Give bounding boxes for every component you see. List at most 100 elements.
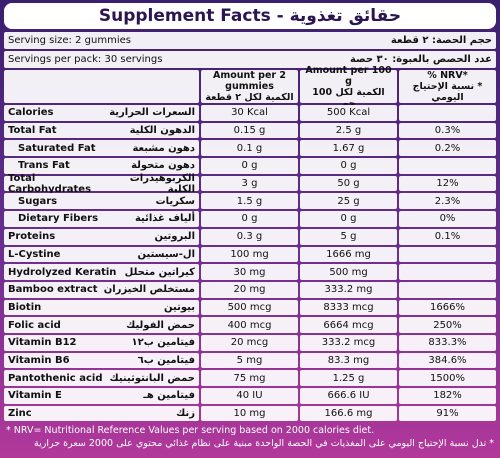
column-header-en: % NRV* [427, 70, 468, 81]
amount-cell: 1500% [399, 370, 496, 386]
amount-cell: 1.67 g [300, 140, 397, 157]
nutrient-name: Zinc زنك [4, 405, 199, 422]
amount: 20 mg [233, 284, 266, 296]
nutrient-ar: كيراتين متحلل [124, 266, 195, 278]
amount: 6664 mcg [323, 319, 374, 331]
nutrient-en: Vitamin E [8, 390, 62, 402]
amount-cell: 1666 mg [300, 246, 397, 263]
nutrient-en: Folic acid [8, 319, 61, 331]
amount-cell: 0.1 g [201, 140, 298, 157]
nutrient-row: L-Cystine ال-سيستين 100 mg 1666 mg [4, 246, 496, 263]
amount-cell: 0.3% [399, 122, 496, 139]
nutrient-name: Proteins البروتين [4, 228, 199, 245]
nutrient-ar: السعرات الحرارية [109, 107, 195, 119]
amount-cell: 666.6 IU [300, 388, 397, 404]
amount-cell: 500 mcg [201, 299, 298, 316]
nutrient-en: Hydrolyzed Keratin [8, 266, 117, 278]
amount: 1.25 g [332, 372, 365, 384]
amount-cell: 1666% [399, 299, 496, 316]
amount-cell [399, 264, 496, 280]
amount: 500 mg [329, 266, 368, 278]
nutrient-ar: حمض البانتوثينيك [109, 372, 195, 384]
amount-cell [399, 105, 496, 121]
nutrient-en: Vitamin B12 [8, 337, 77, 349]
nutrient-name: Total Fat الدهون الكلية [4, 122, 199, 139]
amount-cell: 0.2% [399, 140, 496, 157]
amount: 1.5 g [236, 195, 263, 207]
amount-cell: 75 mg [201, 370, 298, 386]
amount: 40 IU [236, 390, 263, 402]
column-header-ar: * نسبة الإحتياج اليومي [412, 81, 483, 103]
nutrient-name: Folic acid حمض الفوليك [4, 317, 199, 333]
amount-cell [399, 158, 496, 174]
nutrient-ar: ال-سيستين [137, 248, 195, 260]
serving-size: Serving size: 2 gummies حجم الحصة: ٢ قطعة [4, 32, 496, 49]
nutrient-en: Pantothenic acid [8, 372, 103, 384]
amount-cell: 0 g [201, 158, 298, 174]
nutrient-en: Vitamin B6 [8, 354, 70, 366]
footer-en: * NRV= Nutritional Reference Values per … [6, 425, 375, 437]
amount: 0 g [340, 160, 357, 172]
amount-cell: 333.2 mg [300, 281, 397, 298]
title: Supplement Facts - حقائق تغذوية [4, 3, 496, 29]
amount: 83.3 mg [327, 354, 370, 366]
column-header-ar: الكمية لكل 100 جم [312, 86, 385, 109]
nutrient-ar: فيتامين هـ [143, 390, 195, 402]
amount-cell: 0 g [300, 211, 397, 227]
nutrient-row: Saturated Fat دهون مشبعة 0.1 g 1.67 g 0.2% [4, 140, 496, 157]
nutrient-row: Biotin بيوتين 500 mcg 8333 mcg 1666% [4, 299, 496, 316]
column-header: % NRV* * نسبة الإحتياج اليومي [399, 70, 496, 103]
footer: * NRV= Nutritional Reference Values per … [4, 424, 496, 450]
amount: 2.5 g [335, 125, 362, 137]
amount-cell: 3 g [201, 175, 298, 192]
amount-cell: 250% [399, 317, 496, 333]
nutrient-ar: البروتين [154, 231, 195, 243]
amount-cell [399, 246, 496, 263]
nutrient-ar: ألياف غذائية [134, 213, 195, 225]
amount: 0.2% [434, 142, 461, 154]
amount-cell: 50 g [300, 175, 397, 192]
amount-cell: 0 g [300, 158, 397, 174]
column-header: Amount per 100 g الكمية لكل 100 جم [300, 65, 397, 109]
amount: 0.3 g [236, 231, 263, 243]
nutrient-row: Trans Fat دهون متحولة 0 g 0 g [4, 158, 496, 174]
amount: 384.6% [428, 354, 467, 366]
nutrient-name: Vitamin B6 فيتامين ب٦ [4, 352, 199, 369]
nutrient-en: Proteins [8, 231, 56, 243]
nutrient-en: Saturated Fat [18, 142, 96, 154]
nutrient-row: Vitamin E فيتامين هـ 40 IU 666.6 IU 182% [4, 388, 496, 404]
nutrient-en: Sugars [18, 195, 58, 207]
amount: 250% [433, 319, 462, 331]
nutrient-name: Bamboo extract مستخلص الخيزران [4, 281, 199, 298]
amount: 10 mg [233, 408, 266, 420]
amount-cell: 91% [399, 405, 496, 422]
amount-cell: 0.15 g [201, 122, 298, 139]
amount-cell: 5 g [300, 228, 397, 245]
amount-cell: 40 IU [201, 388, 298, 404]
amount-cell: 166.6 mg [300, 405, 397, 422]
amount-cell: 0.1% [399, 228, 496, 245]
amount: 182% [433, 390, 462, 402]
amount-cell: 500 mg [300, 264, 397, 280]
nutrient-ar: الدهون الكلية [129, 125, 195, 137]
amount: 91% [436, 408, 459, 420]
nutrient-name: Dietary Fibers ألياف غذائية [4, 211, 199, 227]
nutrient-en: Bamboo extract [8, 284, 98, 296]
amount: 666.6 IU [327, 390, 370, 402]
amount: 1666 mg [326, 248, 371, 260]
amount: 12% [436, 178, 459, 190]
amount: 3 g [241, 178, 258, 190]
nutrient-ar: زنك [176, 408, 195, 420]
amount-cell: 2.3% [399, 193, 496, 210]
amount-cell: 1.25 g [300, 370, 397, 386]
servings-row: Servings per pack: 30 servings عدد الحصص … [4, 51, 496, 68]
nutrient-en: Trans Fat [18, 160, 70, 172]
amount-cell: 83.3 mg [300, 352, 397, 369]
amount: 500 Kcal [326, 107, 371, 119]
amount: 333.2 mg [324, 284, 373, 296]
amount: 30 mg [233, 266, 266, 278]
amount: 166.6 mg [324, 408, 373, 420]
nutrient-ar: مستخلص الخيزران [103, 284, 195, 296]
nutrient-name: Vitamin E فيتامين هـ [4, 388, 199, 404]
